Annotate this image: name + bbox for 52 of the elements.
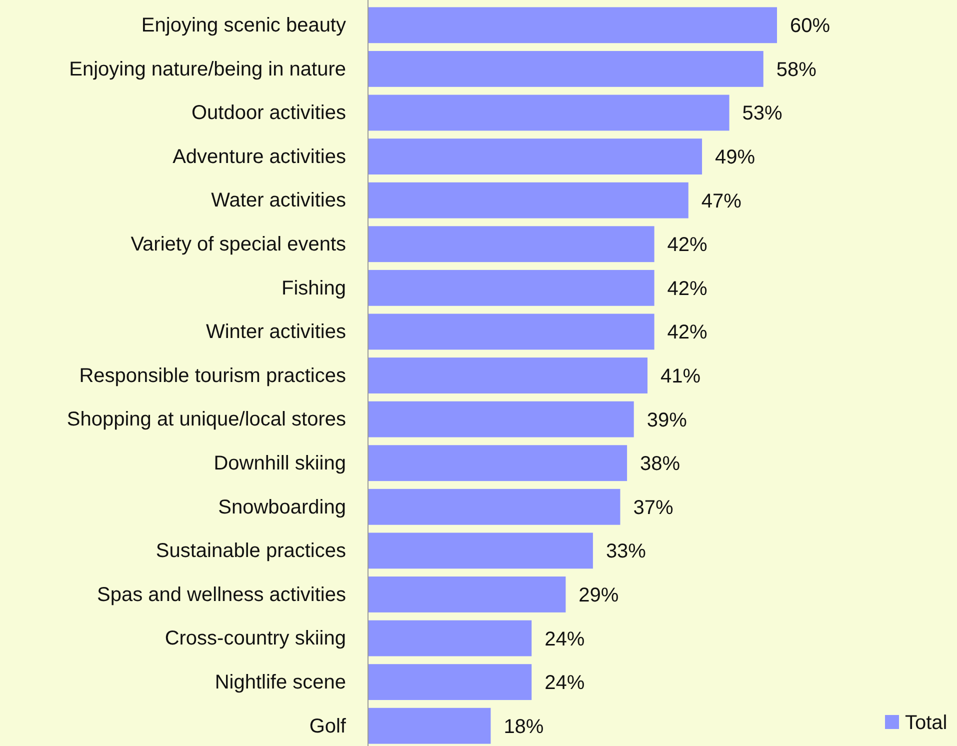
y-tick-label: Adventure activities (172, 146, 346, 168)
y-tick-label: Sustainable practices (156, 540, 346, 562)
y-tick-label: Responsible tourism practices (79, 364, 346, 387)
y-tick-label: Nightlife scene (214, 671, 346, 694)
bar (368, 50, 764, 87)
data-label: 33% (606, 540, 646, 563)
y-tick-label: Fishing (282, 277, 346, 300)
bar (368, 664, 532, 700)
bar (368, 488, 620, 525)
bar (368, 314, 654, 350)
legend-label: Total (905, 712, 948, 734)
data-label: 37% (633, 496, 674, 519)
bar (368, 620, 532, 656)
bar (368, 358, 648, 394)
bar (368, 226, 654, 262)
data-label: 53% (742, 102, 783, 125)
data-label: 38% (640, 453, 680, 476)
data-label: 24% (544, 672, 585, 694)
bar (368, 138, 702, 174)
y-tick-label: Downhill skiing (214, 452, 346, 474)
bar (368, 182, 688, 218)
bar (368, 401, 634, 438)
bar (368, 576, 566, 612)
bar (368, 445, 628, 482)
data-label: 41% (660, 366, 701, 388)
data-label: 42% (667, 278, 708, 300)
bar (368, 94, 730, 131)
data-label: 42% (667, 234, 708, 256)
y-tick-label: Enjoying nature/being in nature (69, 58, 346, 80)
y-tick-label: Snowboarding (218, 496, 346, 518)
y-tick-label: Winter activities (206, 321, 346, 344)
data-label: 18% (504, 716, 544, 738)
data-label: 60% (790, 15, 830, 38)
data-label: 49% (715, 146, 756, 169)
data-label: 42% (667, 322, 708, 344)
y-tick-label: Golf (309, 715, 346, 738)
bar (368, 7, 777, 44)
y-tick-label: Spas and wellness activities (96, 584, 346, 606)
y-tick-label: Outdoor activities (191, 102, 346, 124)
y-tick-label: Enjoying scenic beauty (141, 14, 346, 37)
data-label: 24% (544, 628, 585, 650)
y-tick-label: Shopping at unique/local stores (66, 408, 346, 431)
data-label: 39% (646, 409, 688, 432)
bar (368, 532, 593, 569)
bar (368, 270, 654, 306)
y-tick-label: Variety of special events (130, 234, 346, 256)
data-label: 58% (776, 58, 817, 81)
bar (368, 708, 491, 744)
data-label: 29% (578, 584, 619, 606)
data-label: 47% (701, 190, 742, 212)
y-tick-label: Water activities (211, 190, 346, 212)
y-tick-label: Cross-country skiing (164, 628, 346, 650)
